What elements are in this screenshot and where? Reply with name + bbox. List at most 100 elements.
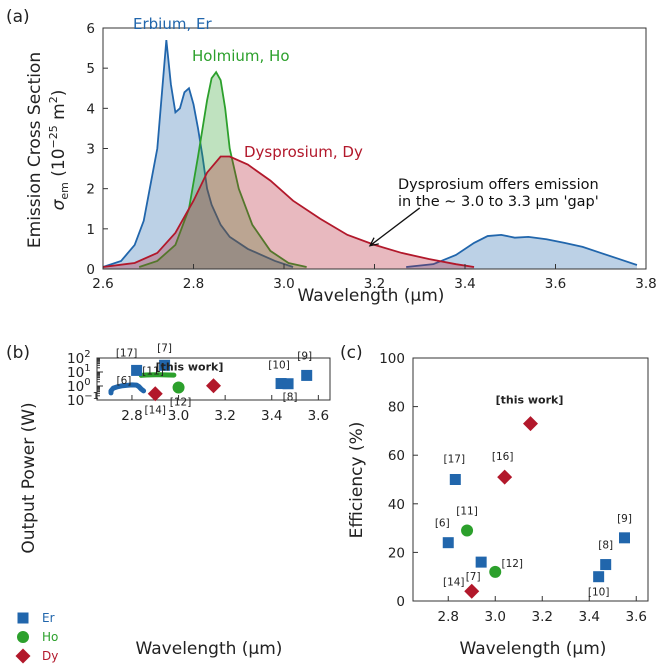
- tick-base: 10: [67, 351, 84, 367]
- panel-a-y-tick-label: 3: [86, 142, 95, 158]
- tick-exponent: 1: [84, 363, 90, 374]
- y-title-sup2: 2: [47, 96, 60, 103]
- panel-c-ref-label: [14]: [443, 576, 465, 588]
- panel-a-y-tick-label: 4: [86, 101, 95, 117]
- panel-c-y-axis-title: Efficiency (%): [347, 422, 367, 539]
- panel-b-x-tick-label: 3.6: [308, 408, 329, 424]
- legend-marker-dy: [15, 648, 31, 664]
- panel-c-ref-label: [16]: [492, 451, 514, 463]
- panel-b-ref-label: [6]: [117, 375, 132, 387]
- panel-b-y-tick-label: 101: [67, 363, 91, 381]
- tick-exponent: 2: [84, 349, 90, 360]
- area-fill-dy-3: [103, 156, 475, 269]
- point-dy: [523, 416, 538, 432]
- area-line-er-0: [102, 39, 294, 268]
- tick-exponent: −1: [84, 391, 99, 402]
- panel-a-axes: 2.6 2.8 3.0 3.2 3.4 3.6 3.8 0 1 2 3 4 5 6: [86, 21, 656, 292]
- panel-a-y-tick-label: 0: [86, 262, 95, 278]
- panel-a-y-tick-label: 2: [86, 182, 95, 198]
- panel-c-ref-label: [10]: [588, 587, 610, 599]
- panel-a-areas: [102, 39, 638, 269]
- panel-c-y-tick-label: 100: [379, 351, 405, 367]
- point-er: [619, 532, 630, 544]
- area-line-dy-3: [102, 155, 475, 268]
- panel-b-x-tick-label: 3.4: [261, 408, 282, 424]
- y-title-sigma: σ: [49, 198, 69, 210]
- y-title-mid: (10: [49, 148, 69, 182]
- curve-ho: [138, 372, 177, 378]
- annotation-arrow: [368, 207, 421, 247]
- panel-a-y-axis-title-line1: Emission Cross Section: [25, 52, 45, 248]
- panel-b-ref-label: [17]: [116, 347, 138, 359]
- panel-a-x-axis-title: Wavelength (µm): [298, 286, 445, 306]
- annotation-arrow-head: [368, 237, 379, 247]
- point-er: [282, 378, 294, 390]
- panel-a-y-tick-label: 6: [86, 21, 95, 37]
- y-title-end: ): [49, 90, 69, 97]
- panel-a-x-tick-label: 3.2: [364, 276, 385, 292]
- tick-base: 10: [67, 365, 84, 381]
- panel-c-ref-label: [9]: [617, 513, 632, 525]
- point-dy: [497, 469, 513, 485]
- panel-a-x-tick-label: 3.4: [454, 276, 475, 292]
- panel-b-ref-label: [14]: [144, 405, 166, 417]
- panel-b-ref-label: [11]: [142, 366, 164, 378]
- point-ho: [172, 381, 185, 394]
- panel-c-ref-label: [11]: [456, 506, 478, 518]
- panel-c-label: (c): [340, 343, 363, 363]
- panel-c-x-axis-title: Wavelength (µm): [460, 639, 607, 659]
- legend-marker-ho: [17, 631, 29, 643]
- y-title-unit: m: [49, 103, 69, 125]
- point-er: [593, 571, 605, 583]
- panel-b-ref-label: [8]: [283, 392, 298, 404]
- panel-c-x-tick-label: 3.4: [579, 609, 600, 625]
- panel-b-marks: [17] [7] [9] [10] [8] [12] [this work] [14] [6] […: [108, 342, 313, 417]
- panel-a-x-tick-label: 2.6: [92, 276, 113, 292]
- tick-base: 10: [67, 393, 84, 409]
- point-er: [301, 369, 313, 381]
- panel-b-x-tick-label: 3.0: [168, 408, 189, 424]
- panel-c-axes: 2.8 3.0 3.2 3.4 3.6 0 20 40 60 80 100: [379, 351, 649, 625]
- curve-er: [108, 382, 147, 396]
- legend-label-er: Er: [42, 611, 55, 625]
- panel-c-ref-label: [6]: [435, 518, 450, 530]
- panel-b-ref-label: [7]: [157, 342, 172, 354]
- tick-exponent: 0: [84, 377, 90, 388]
- annotation-line1: Dysprosium offers emission: [398, 177, 599, 193]
- y-title-sub: em: [58, 182, 71, 199]
- label-erbium: Erbium, Er: [133, 15, 212, 33]
- panel-b-ref-label: [12]: [170, 397, 192, 409]
- panel-b-ref-label: [9]: [297, 350, 312, 362]
- panel-a-y-tick-label: 5: [86, 61, 95, 77]
- legend: Er Ho Dy: [15, 611, 58, 664]
- panel-a-x-tick-label: 3.6: [545, 276, 566, 292]
- panel-c-y-tick-label: 80: [388, 400, 405, 416]
- panel-c-y-tick-label: 40: [388, 497, 405, 513]
- point-er: [600, 559, 612, 571]
- panel-c-x-tick-label: 3.6: [626, 609, 647, 625]
- panel-c-y-tick-label: 20: [388, 545, 405, 561]
- panel-a-label: (a): [6, 7, 30, 27]
- point-er: [475, 556, 487, 568]
- tick-base: 10: [67, 379, 84, 395]
- panel-b-y-axis-title: Output Power (W): [19, 402, 39, 553]
- panel-c-ref-label: [7]: [466, 571, 481, 583]
- point-er: [131, 364, 143, 376]
- label-holmium: Holmium, Ho: [192, 47, 290, 65]
- panel-c-y-tick-label: 60: [388, 448, 405, 464]
- point-dy: [464, 583, 480, 599]
- panel-b-ref-label: [10]: [268, 360, 290, 372]
- panel-c-y-tick-label: 0: [396, 594, 405, 610]
- legend-label-dy: Dy: [42, 649, 58, 663]
- panel-a-x-tick-label: 3.0: [273, 276, 294, 292]
- point-er: [449, 474, 461, 485]
- panel-a-y-tick-label: 1: [86, 222, 95, 238]
- panel-b-label: (b): [6, 343, 30, 363]
- legend-label-ho: Ho: [42, 630, 58, 644]
- panel-a-y-axis-title-line2: σem (10−25 m2): [47, 90, 71, 211]
- label-dysprosium: Dysprosium, Dy: [244, 143, 363, 161]
- panel-c-marks: [6] [17] [7] [9] [8] [10] [11] [12] [16] [this wo…: [435, 394, 632, 599]
